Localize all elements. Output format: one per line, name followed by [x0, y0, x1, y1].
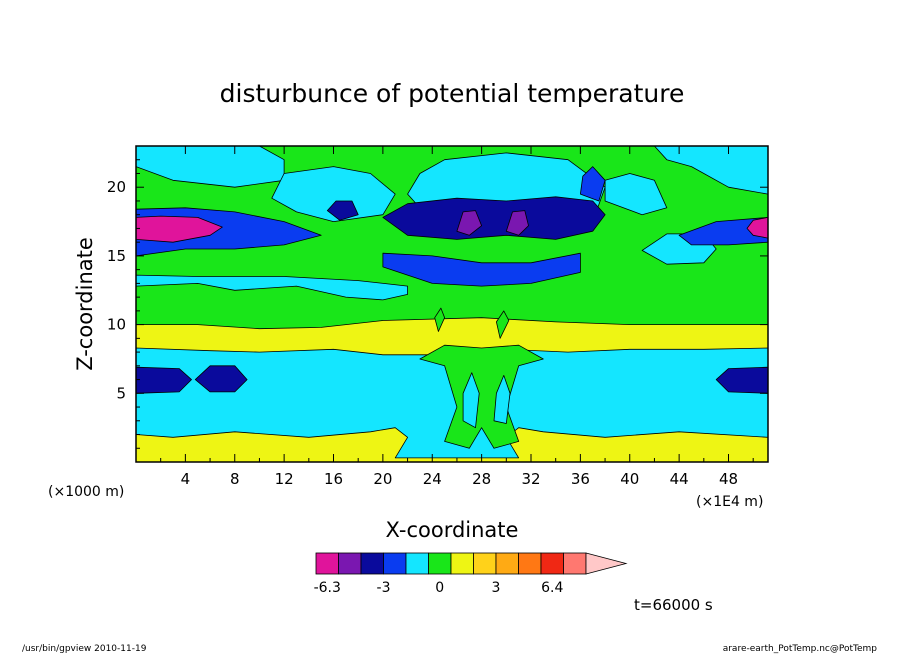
colorbar-cell [450, 552, 474, 575]
colorbar-cell [540, 552, 564, 575]
time-label: t=66000 s [634, 596, 713, 614]
colorbar-cell [473, 552, 497, 575]
contour-region [326, 200, 359, 221]
x-unit-right: (×1E4 m) [696, 494, 763, 510]
colorbar-labels: -6.3 -3 0 3 6.4 [314, 580, 564, 596]
contour-region [136, 215, 223, 243]
x-tick-label: 32 [521, 470, 540, 488]
x-tick-label: 48 [719, 470, 738, 488]
contour-region [136, 274, 409, 301]
contour-region [382, 252, 581, 287]
contour-region [505, 210, 529, 236]
contour-region [419, 344, 544, 449]
colorbar-label: -3 [377, 580, 391, 596]
y-tick-label: 15 [107, 247, 126, 265]
plot-frame [135, 145, 769, 463]
contour-region [715, 366, 768, 394]
y-axis-label: Z-coordinate [73, 237, 97, 371]
contour-region [493, 374, 511, 424]
colorbar-cell [360, 552, 384, 575]
contour-region [194, 365, 248, 393]
x-tick-label: 16 [324, 470, 343, 488]
y-tick-label: 20 [107, 178, 126, 196]
contour-region [136, 347, 768, 459]
colorbar [315, 552, 628, 575]
x-tick-label: 12 [275, 470, 294, 488]
x-tick-label: 20 [373, 470, 392, 488]
x-tick-label: 4 [181, 470, 191, 488]
colorbar-cell [563, 552, 587, 575]
colorbar-label: 3 [492, 580, 501, 596]
contour-region [136, 366, 192, 394]
footer-right: arare-earth_PotTemp.nc@PotTemp [723, 644, 878, 654]
y-tick-label: 10 [107, 316, 126, 334]
x-tick-label: 36 [571, 470, 590, 488]
y-tick-label: 5 [116, 384, 126, 402]
contour-region [746, 216, 768, 239]
contour-region [382, 196, 606, 240]
colorbar-label: 0 [435, 580, 444, 596]
x-tick-label: 24 [423, 470, 442, 488]
contour-region [456, 210, 483, 236]
colorbar-cell [518, 552, 542, 575]
plot-area [135, 145, 769, 463]
colorbar-cell [383, 552, 407, 575]
contour-region [654, 146, 768, 195]
colorbar-cell [495, 552, 519, 575]
contour-region [462, 372, 480, 429]
contour-region [136, 146, 285, 188]
x-tick-label: 8 [230, 470, 240, 488]
x-axis-label: X-coordinate [386, 518, 519, 542]
colorbar-cell [338, 552, 362, 575]
colorbar-cell [315, 552, 339, 575]
chart-title: disturbunce of potential temperature [220, 79, 685, 108]
contour-region [271, 166, 396, 223]
y-axis-ticks: 5 10 15 20 [107, 159, 768, 449]
x-tick-label: 28 [472, 470, 491, 488]
footer-left: /usr/bin/gpview 2010-11-19 [22, 644, 147, 654]
contour-region [678, 216, 768, 246]
x-axis-ticks: 4 8 12 16 20 24 28 32 36 40 44 48 [160, 146, 754, 488]
colorbar-cell [405, 552, 429, 575]
x-unit-left: (×1000 m) [48, 484, 124, 500]
colorbar-label: 6.4 [541, 580, 563, 596]
contour-region [580, 166, 606, 202]
contour-region [434, 307, 446, 332]
colorbar-label: -6.3 [314, 580, 341, 596]
colorbar-cell [428, 552, 452, 575]
colorbar-arrow [585, 552, 628, 575]
contour-region [495, 310, 510, 339]
x-tick-label: 44 [670, 470, 689, 488]
contour-regions [136, 146, 768, 459]
x-tick-label: 40 [620, 470, 639, 488]
